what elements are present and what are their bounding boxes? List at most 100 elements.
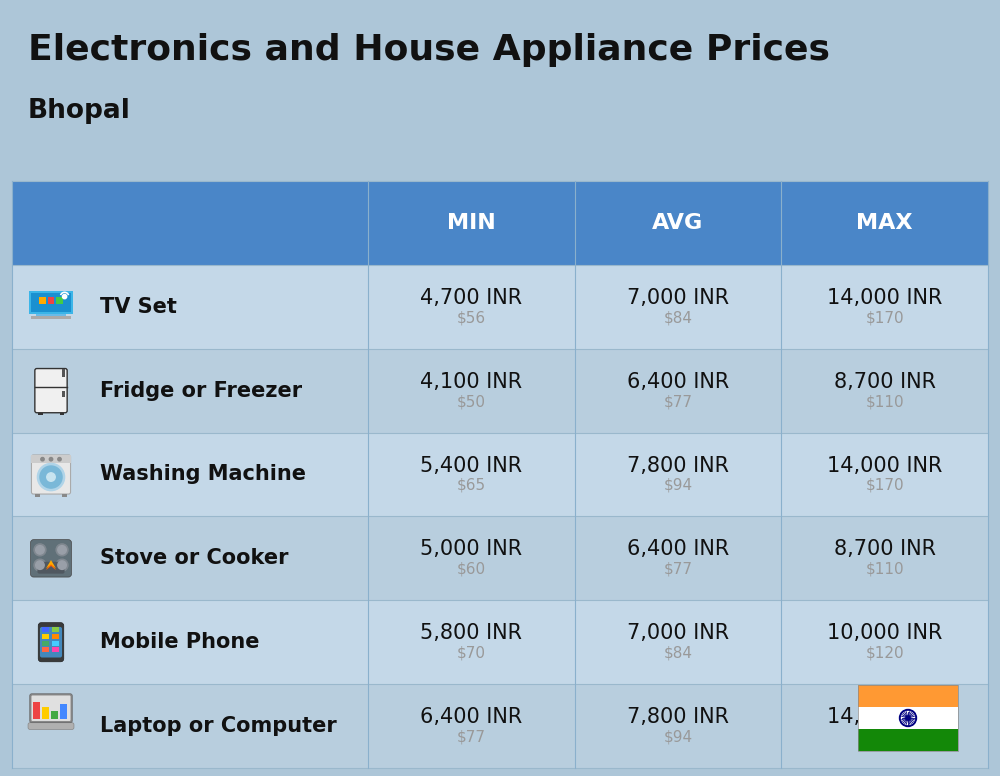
Bar xyxy=(35,494,40,497)
Text: 4,100 INR: 4,100 INR xyxy=(420,372,522,392)
Text: MIN: MIN xyxy=(447,213,496,233)
Text: $77: $77 xyxy=(457,729,486,744)
Text: $84: $84 xyxy=(664,646,692,660)
Bar xyxy=(12,432,988,517)
Text: $70: $70 xyxy=(457,646,486,660)
Bar xyxy=(858,729,958,751)
Circle shape xyxy=(49,458,53,461)
Text: 4,700 INR: 4,700 INR xyxy=(420,288,522,308)
Bar xyxy=(31,316,71,319)
Bar xyxy=(12,265,988,348)
Text: 6,400 INR: 6,400 INR xyxy=(627,539,729,559)
Text: Electronics and House Appliance Prices: Electronics and House Appliance Prices xyxy=(28,33,830,67)
Bar xyxy=(52,634,60,639)
Circle shape xyxy=(37,463,65,490)
Text: AVG: AVG xyxy=(652,213,704,233)
FancyBboxPatch shape xyxy=(31,695,71,721)
Circle shape xyxy=(56,544,68,556)
FancyBboxPatch shape xyxy=(37,562,65,573)
Bar xyxy=(29,291,73,314)
Text: 6,400 INR: 6,400 INR xyxy=(627,372,729,392)
Text: 8,700 INR: 8,700 INR xyxy=(834,372,936,392)
Text: $94: $94 xyxy=(663,478,693,493)
Bar xyxy=(60,704,67,719)
Bar xyxy=(12,601,988,684)
Text: $170: $170 xyxy=(865,310,904,325)
Circle shape xyxy=(34,544,46,556)
Bar xyxy=(51,711,58,719)
Text: Stove or Cooker: Stove or Cooker xyxy=(100,549,288,568)
Bar xyxy=(52,640,60,646)
Text: $77: $77 xyxy=(664,562,692,577)
Text: $170: $170 xyxy=(865,729,904,744)
Text: $56: $56 xyxy=(457,310,486,325)
FancyBboxPatch shape xyxy=(31,539,71,577)
Text: Mobile Phone: Mobile Phone xyxy=(100,632,260,652)
Text: $94: $94 xyxy=(663,729,693,744)
Text: $110: $110 xyxy=(865,394,904,409)
Text: Washing Machine: Washing Machine xyxy=(100,465,306,484)
Bar xyxy=(48,297,54,304)
Bar xyxy=(39,297,46,304)
Bar xyxy=(62,390,65,397)
Circle shape xyxy=(58,458,61,461)
Text: 14,000 INR: 14,000 INR xyxy=(827,288,942,308)
Circle shape xyxy=(47,473,55,481)
Bar xyxy=(42,634,49,639)
Polygon shape xyxy=(46,560,56,569)
Text: $110: $110 xyxy=(865,562,904,577)
Circle shape xyxy=(900,709,916,726)
Circle shape xyxy=(56,559,68,571)
Bar xyxy=(52,627,60,632)
Bar xyxy=(62,369,65,377)
Text: $84: $84 xyxy=(664,310,692,325)
Bar xyxy=(42,640,49,646)
Text: 5,400 INR: 5,400 INR xyxy=(420,456,522,476)
FancyBboxPatch shape xyxy=(31,455,71,494)
Text: 7,000 INR: 7,000 INR xyxy=(627,288,729,308)
Circle shape xyxy=(41,458,44,461)
Text: 10,000 INR: 10,000 INR xyxy=(827,623,942,643)
FancyBboxPatch shape xyxy=(35,369,67,413)
Text: 7,800 INR: 7,800 INR xyxy=(627,456,729,476)
Polygon shape xyxy=(46,562,56,570)
Text: $77: $77 xyxy=(664,394,692,409)
Text: MAX: MAX xyxy=(856,213,913,233)
Bar xyxy=(36,314,66,319)
Circle shape xyxy=(906,716,910,720)
Bar xyxy=(858,707,958,729)
Bar xyxy=(12,517,988,601)
Text: 5,000 INR: 5,000 INR xyxy=(420,539,522,559)
Circle shape xyxy=(34,559,46,571)
Text: 5,800 INR: 5,800 INR xyxy=(420,623,522,643)
FancyBboxPatch shape xyxy=(40,627,62,657)
Text: 7,800 INR: 7,800 INR xyxy=(627,707,729,727)
Bar xyxy=(42,708,49,719)
Bar xyxy=(12,348,988,432)
Circle shape xyxy=(58,561,66,570)
Text: 14,000 INR: 14,000 INR xyxy=(827,707,942,727)
Bar xyxy=(52,647,60,653)
Circle shape xyxy=(62,294,67,299)
Text: 14,000 INR: 14,000 INR xyxy=(827,456,942,476)
FancyBboxPatch shape xyxy=(38,622,64,662)
Text: 7,000 INR: 7,000 INR xyxy=(627,623,729,643)
Text: $60: $60 xyxy=(457,562,486,577)
Bar xyxy=(858,685,958,707)
Bar xyxy=(33,702,40,719)
Bar xyxy=(42,627,49,632)
Text: $120: $120 xyxy=(865,646,904,660)
Text: Bhopal: Bhopal xyxy=(28,98,131,124)
Bar xyxy=(12,684,988,768)
Bar xyxy=(62,494,67,497)
Circle shape xyxy=(902,712,914,725)
Text: 8,700 INR: 8,700 INR xyxy=(834,539,936,559)
Bar xyxy=(858,685,958,751)
Circle shape xyxy=(36,561,44,570)
Bar xyxy=(12,181,988,265)
Text: Fridge or Freezer: Fridge or Freezer xyxy=(100,381,302,400)
Bar xyxy=(60,413,64,415)
Bar xyxy=(31,455,71,463)
Bar xyxy=(42,647,49,653)
Text: $65: $65 xyxy=(457,478,486,493)
